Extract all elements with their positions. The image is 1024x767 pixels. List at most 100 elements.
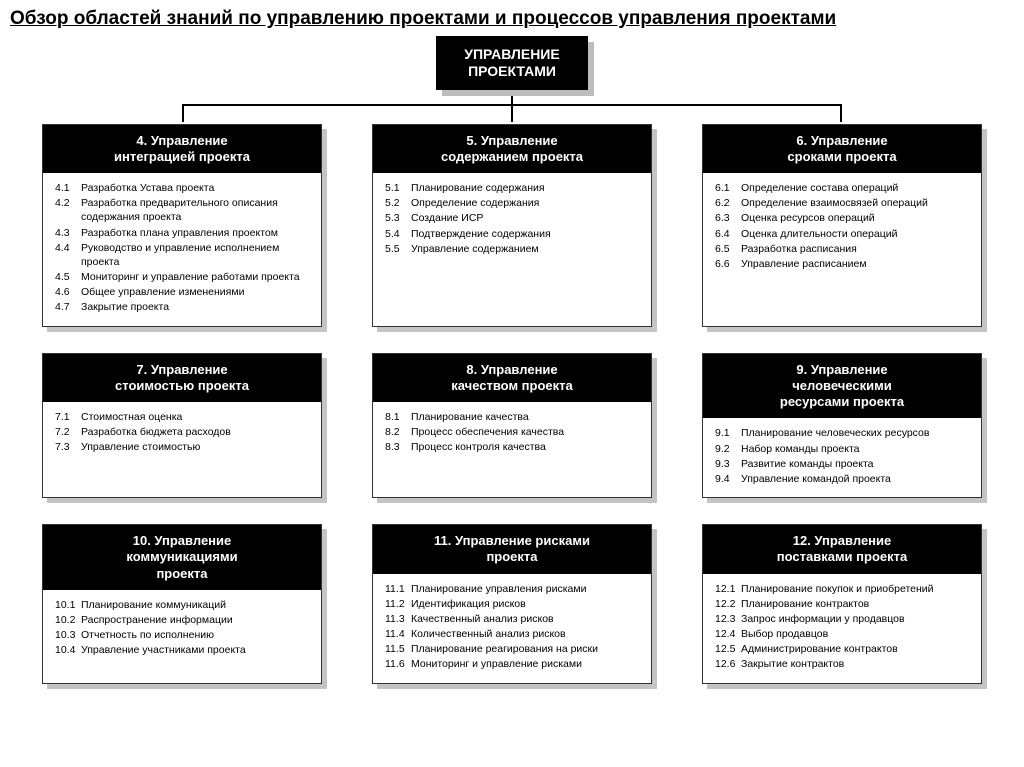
item-number: 4.6 bbox=[55, 285, 81, 299]
item-number: 12.6 bbox=[715, 657, 741, 671]
item-number: 4.1 bbox=[55, 181, 81, 195]
card-body: 12.1Планирование покупок и приобретений1… bbox=[703, 574, 981, 683]
item-number: 6.4 bbox=[715, 227, 741, 241]
item-number: 8.1 bbox=[385, 410, 411, 424]
item-number: 12.3 bbox=[715, 612, 741, 626]
item-number: 5.5 bbox=[385, 242, 411, 256]
root-node: УПРАВЛЕНИЕ ПРОЕКТАМИ bbox=[436, 36, 587, 90]
knowledge-area-card: 10. Управление коммуникациями проекта10.… bbox=[42, 524, 322, 684]
item-text: Развитие команды проекта bbox=[741, 457, 971, 471]
knowledge-area-card: 8. Управление качеством проекта8.1Планир… bbox=[372, 353, 652, 498]
list-item: 4.6Общее управление изменениями bbox=[55, 285, 311, 299]
item-text: Администрирование контрактов bbox=[741, 642, 971, 656]
item-number: 11.3 bbox=[385, 612, 411, 626]
card-body: 5.1Планирование содержания5.2Определение… bbox=[373, 173, 651, 267]
item-number: 8.2 bbox=[385, 425, 411, 439]
item-text: Стоимостная оценка bbox=[81, 410, 311, 424]
connector-tick bbox=[182, 104, 184, 122]
item-text: Процесс обеспечения качества bbox=[411, 425, 641, 439]
list-item: 7.3Управление стоимостью bbox=[55, 440, 311, 454]
list-item: 10.3Отчетность по исполнению bbox=[55, 628, 311, 642]
list-item: 12.6Закрытие контрактов bbox=[715, 657, 971, 671]
item-text: Набор команды проекта bbox=[741, 442, 971, 456]
item-number: 5.2 bbox=[385, 196, 411, 210]
item-text: Запрос информации у продавцов bbox=[741, 612, 971, 626]
card-body: 10.1Планирование коммуникаций10.2Распрос… bbox=[43, 590, 321, 669]
item-text: Управление расписанием bbox=[741, 257, 971, 271]
card-header: 10. Управление коммуникациями проекта bbox=[43, 525, 321, 590]
item-number: 6.3 bbox=[715, 211, 741, 225]
list-item: 5.3Создание ИСР bbox=[385, 211, 641, 225]
item-text: Отчетность по исполнению bbox=[81, 628, 311, 642]
list-item: 10.4Управление участниками проекта bbox=[55, 643, 311, 657]
item-number: 5.1 bbox=[385, 181, 411, 195]
item-number: 4.2 bbox=[55, 196, 81, 224]
item-text: Определение содержания bbox=[411, 196, 641, 210]
item-text: Идентификация рисков bbox=[411, 597, 641, 611]
item-number: 6.1 bbox=[715, 181, 741, 195]
knowledge-area-card: 9. Управление человеческими ресурсами пр… bbox=[702, 353, 982, 498]
list-item: 9.4Управление командой проекта bbox=[715, 472, 971, 486]
org-chart: УПРАВЛЕНИЕ ПРОЕКТАМИ 4. Управление интег… bbox=[10, 36, 1014, 684]
item-text: Управление содержанием bbox=[411, 242, 641, 256]
item-text: Планирование реагирования на риски bbox=[411, 642, 641, 656]
list-item: 4.1Разработка Устава проекта bbox=[55, 181, 311, 195]
item-number: 12.1 bbox=[715, 582, 741, 596]
connector-horizontal bbox=[182, 104, 842, 106]
list-item: 9.1Планирование человеческих ресурсов bbox=[715, 426, 971, 440]
item-text: Разработка расписания bbox=[741, 242, 971, 256]
item-text: Управление командой проекта bbox=[741, 472, 971, 486]
item-number: 9.1 bbox=[715, 426, 741, 440]
list-item: 4.2Разработка предварительного описания … bbox=[55, 196, 311, 224]
connector-tick bbox=[511, 104, 513, 122]
list-item: 10.2Распространение информации bbox=[55, 613, 311, 627]
item-text: Определение взаимосвязей операций bbox=[741, 196, 971, 210]
item-text: Разработка предварительного описания сод… bbox=[81, 196, 311, 224]
page-title: Обзор областей знаний по управлению прое… bbox=[10, 8, 1014, 30]
list-item: 5.4Подтверждение содержания bbox=[385, 227, 641, 241]
list-item: 6.4Оценка длительности операций bbox=[715, 227, 971, 241]
item-text: Управление участниками проекта bbox=[81, 643, 311, 657]
item-number: 6.6 bbox=[715, 257, 741, 271]
knowledge-area-card: 5. Управление содержанием проекта5.1План… bbox=[372, 124, 652, 327]
list-item: 11.5Планирование реагирования на риски bbox=[385, 642, 641, 656]
item-text: Мониторинг и управление рисками bbox=[411, 657, 641, 671]
list-item: 8.3Процесс контроля качества bbox=[385, 440, 641, 454]
list-item: 4.4Руководство и управление исполнением … bbox=[55, 241, 311, 269]
item-text: Количественный анализ рисков bbox=[411, 627, 641, 641]
item-text: Планирование человеческих ресурсов bbox=[741, 426, 971, 440]
list-item: 11.2Идентификация рисков bbox=[385, 597, 641, 611]
item-number: 4.7 bbox=[55, 300, 81, 314]
item-text: Планирование содержания bbox=[411, 181, 641, 195]
knowledge-area-card: 4. Управление интеграцией проекта4.1Разр… bbox=[42, 124, 322, 327]
item-text: Управление стоимостью bbox=[81, 440, 311, 454]
connector-tick bbox=[840, 104, 842, 122]
list-item: 9.3Развитие команды проекта bbox=[715, 457, 971, 471]
list-item: 7.1Стоимостная оценка bbox=[55, 410, 311, 424]
item-number: 5.4 bbox=[385, 227, 411, 241]
list-item: 6.2Определение взаимосвязей операций bbox=[715, 196, 971, 210]
item-text: Закрытие проекта bbox=[81, 300, 311, 314]
list-item: 9.2Набор команды проекта bbox=[715, 442, 971, 456]
item-number: 10.4 bbox=[55, 643, 81, 657]
item-number: 11.2 bbox=[385, 597, 411, 611]
item-text: Выбор продавцов bbox=[741, 627, 971, 641]
list-item: 4.7Закрытие проекта bbox=[55, 300, 311, 314]
card-body: 7.1Стоимостная оценка7.2Разработка бюдже… bbox=[43, 402, 321, 466]
item-text: Подтверждение содержания bbox=[411, 227, 641, 241]
item-number: 7.1 bbox=[55, 410, 81, 424]
item-number: 9.2 bbox=[715, 442, 741, 456]
item-text: Общее управление изменениями bbox=[81, 285, 311, 299]
card-header: 12. Управление поставками проекта bbox=[703, 525, 981, 574]
item-text: Планирование управления рисками bbox=[411, 582, 641, 596]
item-text: Разработка плана управления проектом bbox=[81, 226, 311, 240]
list-item: 4.5Мониторинг и управление работами прое… bbox=[55, 270, 311, 284]
list-item: 11.6Мониторинг и управление рисками bbox=[385, 657, 641, 671]
item-text: Качественный анализ рисков bbox=[411, 612, 641, 626]
knowledge-area-card: 7. Управление стоимостью проекта7.1Стоим… bbox=[42, 353, 322, 498]
item-text: Разработка Устава проекта bbox=[81, 181, 311, 195]
list-item: 5.2Определение содержания bbox=[385, 196, 641, 210]
item-number: 10.3 bbox=[55, 628, 81, 642]
list-item: 12.2Планирование контрактов bbox=[715, 597, 971, 611]
card-header: 7. Управление стоимостью проекта bbox=[43, 354, 321, 403]
